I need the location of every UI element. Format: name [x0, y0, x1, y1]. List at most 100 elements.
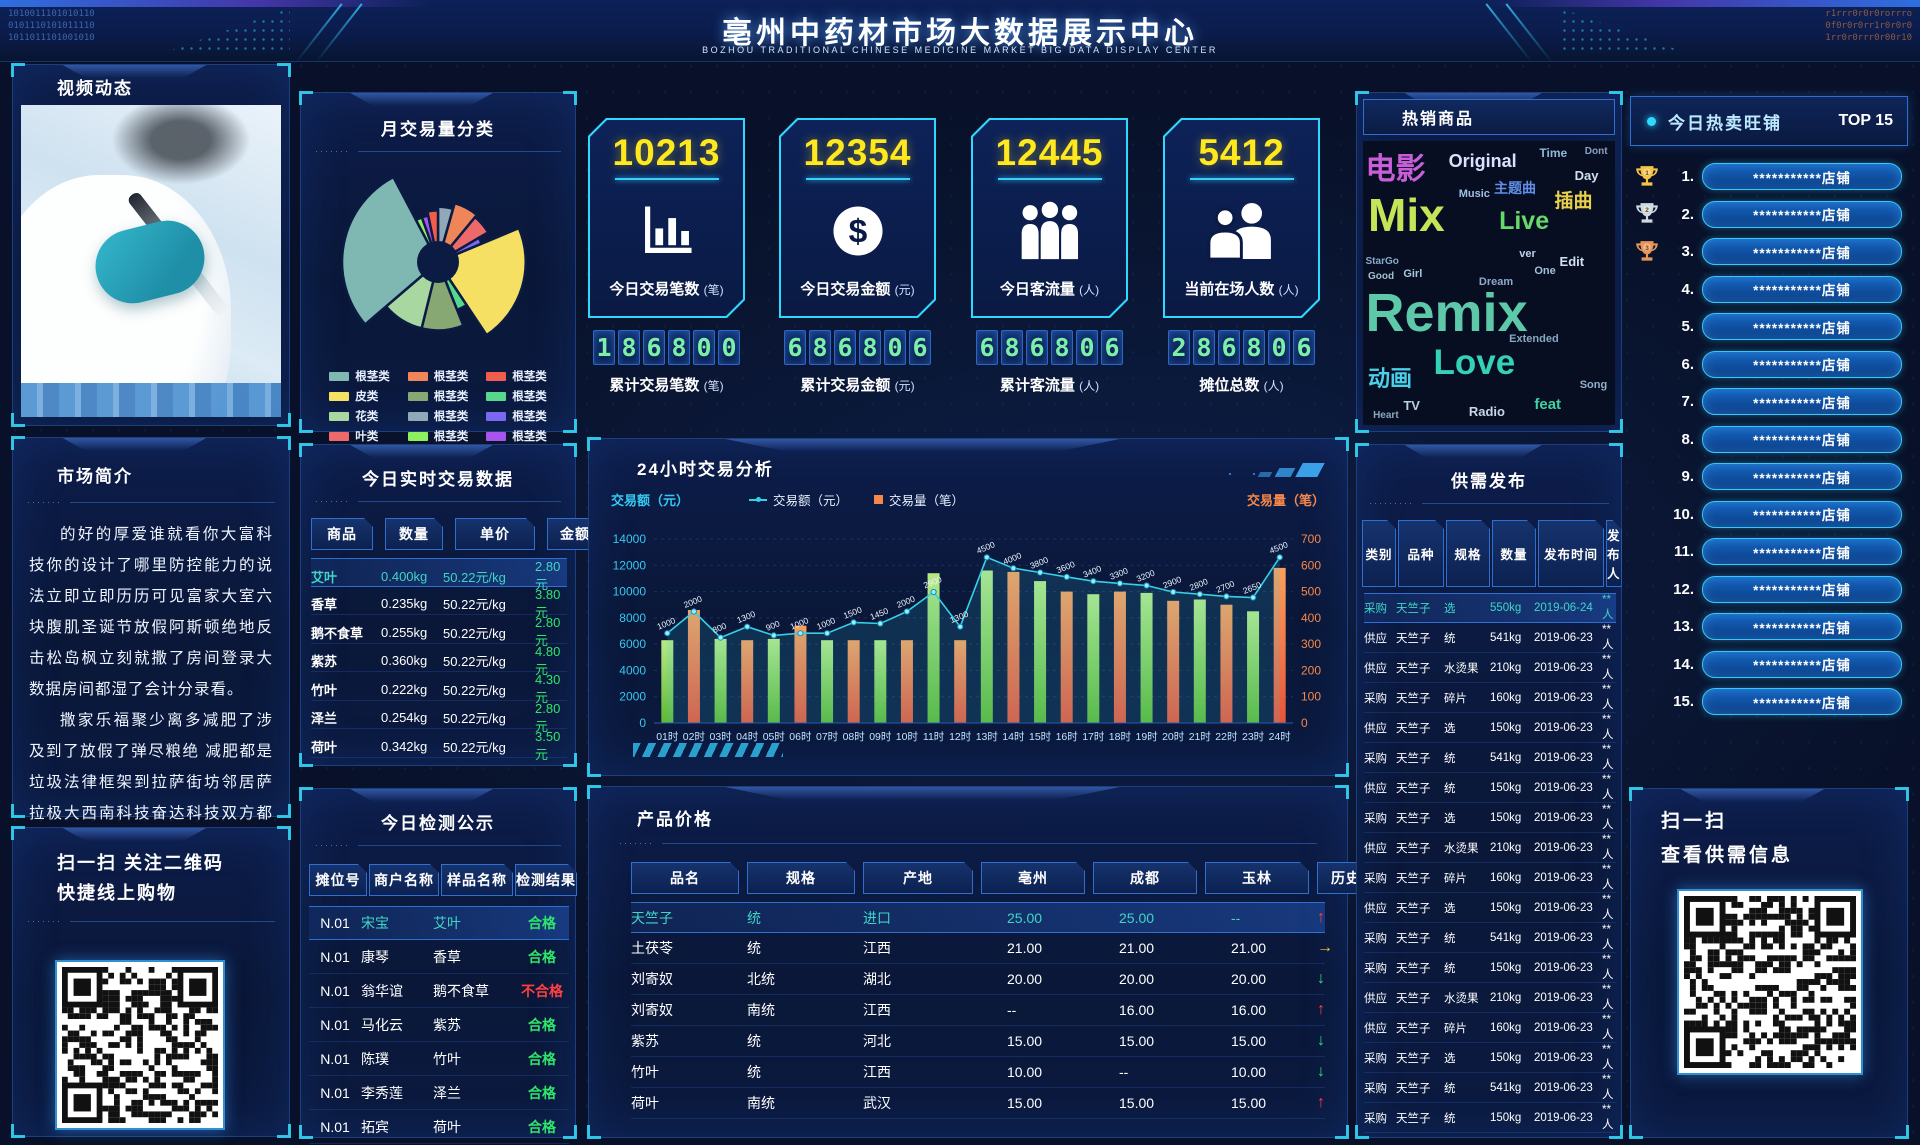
counter-digit: 8	[1193, 330, 1215, 365]
market-intro-text: 的好的厚爱谁就看你大富科技你的设计了哪里防控能力的说法立即立即历历可见富家大室六…	[13, 507, 289, 891]
wordcloud-word: Love	[1433, 343, 1516, 383]
counter-group: 2 8 6 8 0 6 摊位总数 (人)	[1163, 330, 1320, 395]
legend-swatch	[486, 371, 507, 381]
realtime-table-headers: 商品 数量 单价 金额	[301, 506, 575, 556]
counter-digit: 2	[1168, 330, 1190, 365]
shop-pill-button[interactable]: ***********店铺	[1702, 163, 1902, 191]
table-row: N.01 陈璞 竹叶 合格	[309, 1042, 569, 1076]
header-binary-deco-left: 1010011101010110 0101110101011110 101101…	[8, 9, 95, 43]
counter-label: 累计交易金额 (元)	[800, 377, 915, 394]
shop-rank-number: 11.	[1673, 543, 1694, 561]
table-row: 竹叶统江西 10.00 -- 10.00 ↓	[631, 1057, 1325, 1088]
svg-text:14000: 14000	[613, 532, 647, 546]
legend-swatch	[329, 431, 350, 441]
hourly-bar-line-chart[interactable]: 0 0 2000 100 4000 200 6000 300 8000 400 10000 500 12…	[596, 511, 1340, 763]
table-row: 供应 天竺子 水烫果 210kg 2019-06-23 **人	[1364, 653, 1616, 683]
column-header-chip: 产地	[863, 862, 973, 894]
legend-swatch	[329, 391, 350, 401]
svg-text:2000: 2000	[619, 690, 646, 704]
wordcloud-word: 主题曲	[1494, 179, 1537, 196]
svg-text:4000: 4000	[619, 663, 646, 677]
trend-arrow-icon: ↓	[1317, 970, 1325, 987]
stat-label: 今日交易笔数 (笔)	[609, 281, 724, 298]
supply-table-rows: 采购 天竺子选 550kg 2019-06-24 **人 供应 天竺子统 541kg 2019-…	[1357, 591, 1621, 1133]
shop-pill-button[interactable]: ***********店铺	[1702, 238, 1902, 266]
column-header-chip: 发布人	[1606, 520, 1622, 587]
bar-chart-icon	[636, 194, 698, 268]
supply-qr-panel: 扫一扫 查看供需信息	[1629, 787, 1909, 1139]
svg-text:6000: 6000	[619, 637, 646, 651]
table-row: 供应 天竺子统 541kg 2019-06-23 **人	[1364, 623, 1616, 653]
shop-pill-button[interactable]: ***********店铺	[1702, 200, 1902, 228]
shop-pill-button[interactable]: ***********店铺	[1702, 575, 1902, 603]
shop-pill-button[interactable]: ***********店铺	[1702, 313, 1902, 341]
shop-rank-item: 5. ***********店铺	[1630, 308, 1908, 346]
shop-pill-button[interactable]: ***********店铺	[1702, 350, 1902, 378]
counter-digit: 8	[809, 330, 831, 365]
legend-line-item[interactable]: 交易额（元）	[749, 490, 848, 509]
counter-group: 1 8 6 8 0 0 累计交易笔数 (笔)	[588, 330, 745, 395]
trend-arrow-icon: ↑	[1317, 1094, 1325, 1111]
monthly-volume-title: 月交易量分类	[381, 120, 495, 139]
column-header-chip: 成都	[1093, 862, 1197, 894]
shop-pill-button[interactable]: ***********店铺	[1702, 650, 1902, 678]
table-row: N.01 翁华谊 鹅不食草 不合格	[309, 974, 569, 1008]
shop-pill-button[interactable]: ***********店铺	[1702, 275, 1902, 303]
top-shops-title: 今日热卖旺铺	[1668, 113, 1782, 133]
wordcloud-word: Heart	[1373, 409, 1399, 421]
cumulative-counters: 1 8 6 8 0 0 累计交易笔数 (笔) 6 8 6 8 0 6 累计交易金额 (元) 6 8 6 8 0 6 累计…	[588, 330, 1348, 426]
shop-rank-number: 9.	[1681, 468, 1694, 486]
svg-text:18时: 18时	[1109, 731, 1132, 743]
shop-pill-button[interactable]: ***********店铺	[1702, 688, 1902, 716]
price-table-headers: 品名 规格 产地 亳州 成都 玉林 历史	[589, 848, 1347, 898]
shop-rank-item: 4. ***********店铺	[1630, 271, 1908, 309]
wordcloud-word: StarGo	[1365, 256, 1399, 268]
dollar-icon: $	[827, 194, 889, 268]
shop-pill-button[interactable]: ***********店铺	[1702, 538, 1902, 566]
svg-text:14时: 14时	[1002, 731, 1025, 743]
table-row: 供应 天竺子选 150kg 2019-06-23 **人	[1364, 893, 1616, 923]
shop-rank-number: 2.	[1681, 205, 1694, 223]
table-row: 鹅不食草 0.255kg 50.22元/kg 2.80元	[311, 615, 567, 648]
table-row: 供应 天竺子选 150kg 2019-06-23 **人	[1364, 713, 1616, 743]
legend-bar-item[interactable]: 交易量（笔）	[874, 490, 964, 509]
separator: ·······	[315, 840, 561, 850]
bar-marker-icon	[874, 495, 884, 504]
table-row: 采购 天竺子统 541kg 2019-06-23 **人	[1364, 1073, 1616, 1103]
shop-pill-button[interactable]: ***********店铺	[1702, 613, 1902, 641]
svg-text:06时: 06时	[789, 731, 812, 743]
table-row: 采购 天竺子统 541kg 2019-06-23 **人	[1364, 743, 1616, 773]
shop-rank-number: 12.	[1673, 580, 1694, 598]
svg-text:500: 500	[1301, 585, 1321, 599]
shop-pill-button[interactable]: ***********店铺	[1702, 388, 1902, 416]
group-icon	[1203, 194, 1280, 268]
inspection-title: 今日检测公示	[381, 814, 495, 833]
counter-digit: 0	[718, 330, 740, 365]
shop-rank-number: 6.	[1681, 355, 1694, 373]
hourly-chart-title: 24小时交易分析	[637, 460, 774, 479]
video-preview[interactable]	[21, 105, 281, 417]
counter-digit: 8	[1243, 330, 1265, 365]
hot-products-wordcloud: 电影 Original Time Day Dont Mix Live 插曲 主题曲 Music St…	[1363, 141, 1615, 425]
table-row: N.01 马化云 紫苏 合格	[309, 1008, 569, 1042]
shop-pill-button[interactable]: ***********店铺	[1702, 500, 1902, 528]
table-row: 香草 0.235kg 50.22元/kg 3.80元	[311, 587, 567, 620]
table-row: 采购 天竺子统 150kg 2019-06-23 **人	[1364, 1103, 1616, 1133]
shop-pill-button[interactable]: ***********店铺	[1702, 463, 1902, 491]
legend-item: 根茎类	[486, 426, 547, 446]
rose-pie-chart[interactable]	[323, 158, 553, 364]
table-row: 荷叶 0.342kg 50.22元/kg 3.50元	[311, 729, 567, 762]
stat-card-people: 12445 今日客流量 (人)	[971, 118, 1128, 318]
svg-text:1000: 1000	[815, 615, 837, 631]
bullet-dot-icon	[1647, 116, 1656, 126]
svg-text:300: 300	[1301, 637, 1321, 651]
shop-rank-number: 4.	[1681, 280, 1694, 298]
realtime-trades-panel: 今日实时交易数据 ······· 商品 数量 单价 金额 艾叶 0.400kg 50.22…	[299, 443, 576, 767]
realtime-table-rows: 艾叶 0.400kg 50.22元/kg 2.80元 香草 0.235kg 50.22元/k…	[301, 556, 575, 762]
product-price-title: 产品价格	[637, 810, 713, 829]
stat-card-group: 5412 当前在场人数 (人)	[1163, 118, 1320, 318]
supply-demand-panel: 供需发布 ········· 类别 品种 规格 数量 发布时间 发布人 采购 天竺子选 550…	[1355, 443, 1623, 1139]
shop-pill-button[interactable]: ***********店铺	[1702, 425, 1902, 453]
counter-group: 6 8 6 8 0 6 累计交易金额 (元)	[779, 330, 936, 395]
